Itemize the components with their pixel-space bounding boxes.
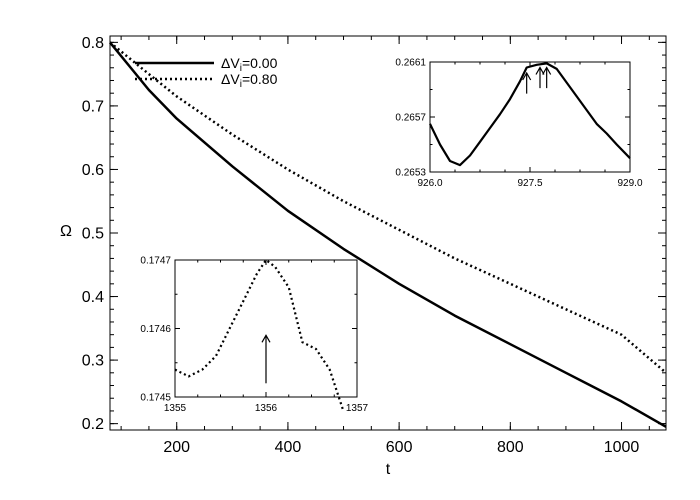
annotation-arrowhead-inset-top — [542, 66, 552, 75]
y-tick-label-main: 0.7 — [82, 99, 104, 116]
inset-top-ticks: 926.0 927.5 929.0 0.2653 0.2657 0.2661 — [395, 58, 643, 190]
x-tick-label-inset-bottom: 1355 — [164, 403, 187, 414]
legend-sub-solid: i — [240, 63, 242, 74]
y-axis-label: Ω — [60, 223, 72, 240]
x-tick-label-main: 600 — [386, 439, 413, 456]
series-line-solid-main — [109, 41, 667, 428]
x-tick-label-main: 400 — [275, 439, 302, 456]
y-tick-label-main: 0.2 — [82, 416, 104, 433]
inset-bottom: 1355 1356 1357 0.1745 0.1746 0.1747 — [140, 256, 368, 415]
legend-label-solid: ΔVi=0.00 — [221, 55, 278, 74]
x-tick-label-main: 200 — [163, 439, 190, 456]
y-tick-label-inset-bottom: 0.1746 — [140, 324, 171, 335]
y-tick-label-main: 0.6 — [82, 162, 104, 179]
inset-top-background — [430, 62, 630, 172]
series-line-dotted-main — [109, 41, 667, 374]
x-tick-label-main: 800 — [497, 439, 524, 456]
x-tick-label-inset-bottom: 1357 — [346, 403, 369, 414]
legend-delta-solid: ΔV — [221, 55, 240, 71]
legend-sub-dotted: i — [240, 79, 242, 90]
inset-bottom-ticks: 1355 1356 1357 0.1745 0.1746 0.1747 — [140, 256, 368, 415]
main-series — [109, 41, 667, 428]
legend-delta-dotted: ΔV — [221, 71, 240, 87]
y-tick-label-inset-top: 0.2661 — [395, 58, 426, 69]
legend-value-dotted: =0.80 — [242, 71, 278, 87]
legend: ΔVi=0.00 ΔVi=0.80 — [135, 55, 278, 90]
inset-top: 926.0 927.5 929.0 0.2653 0.2657 0.2661 — [395, 58, 643, 190]
legend-label-dotted: ΔVi=0.80 — [221, 71, 278, 90]
y-tick-label-main: 0.4 — [82, 289, 104, 306]
y-tick-label-main: 0.8 — [82, 35, 104, 52]
y-tick-label-inset-bottom: 0.1745 — [140, 393, 171, 404]
y-tick-label-inset-top: 0.2653 — [395, 168, 426, 179]
annotation-arrowhead-inset-top — [522, 71, 532, 81]
annotation-arrowhead-inset-bottom — [261, 334, 271, 343]
x-tick-label-main: 1000 — [604, 439, 640, 456]
x-tick-label-inset-top: 927.5 — [517, 178, 542, 189]
series-line-solid-inset-top — [429, 62, 631, 167]
inset-top-series — [429, 62, 631, 167]
x-tick-label-inset-top: 929.0 — [617, 178, 642, 189]
x-axis-label: t — [386, 461, 391, 478]
annotation-arrowhead-inset-top — [535, 66, 545, 75]
inset-bottom-series — [174, 258, 345, 412]
y-tick-label-main: 0.5 — [82, 226, 104, 243]
y-tick-label-inset-bottom: 0.1747 — [140, 256, 171, 267]
y-tick-label-inset-top: 0.2657 — [395, 113, 426, 124]
y-tick-label-main: 0.3 — [82, 353, 104, 370]
legend-value-solid: =0.00 — [242, 55, 278, 71]
main-ticks: 200 400 600 800 1000 0.2 0.3 0.4 0.5 0.6 0.7 0.8 — [82, 35, 666, 456]
x-tick-label-inset-bottom: 1356 — [255, 403, 278, 414]
x-tick-label-inset-top: 926.0 — [417, 178, 442, 189]
